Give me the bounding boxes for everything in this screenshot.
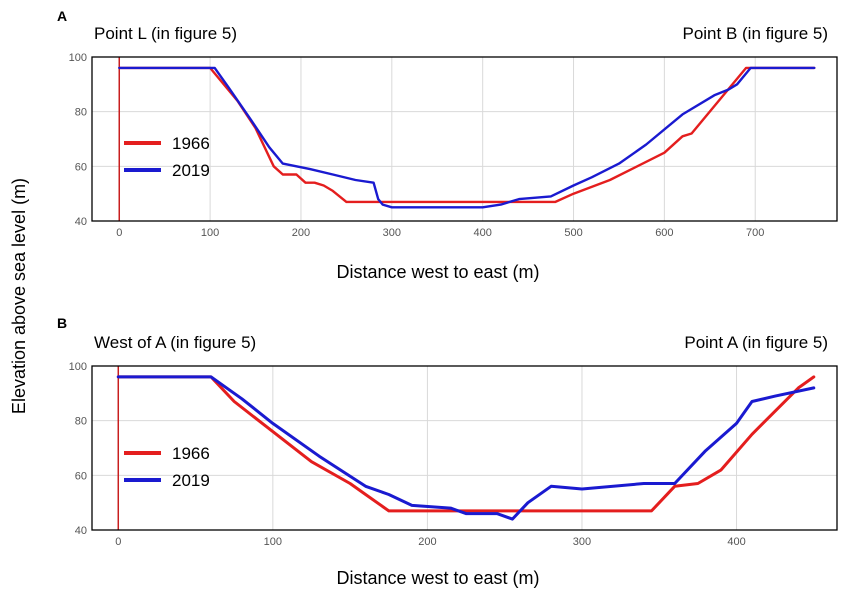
panel-b-letter: B: [57, 315, 67, 331]
panel-a-legend-label-1966: 1966: [172, 134, 210, 153]
panel-b-right-label: Point A (in figure 5): [684, 333, 828, 352]
panel-a-left-label: Point L (in figure 5): [94, 24, 237, 43]
shared-y-axis-label: Elevation above sea level (m): [9, 178, 29, 414]
panel-b-plot-frame: [91, 365, 838, 531]
panel-b-x-axis-title: Distance west to east (m): [336, 568, 539, 588]
panel-a-y-tick-label: 40: [75, 216, 87, 228]
panel-a-right-label: Point B (in figure 5): [682, 24, 828, 43]
panel-b-x-tick-label: 200: [418, 536, 436, 548]
panel-a-plot-frame: [91, 56, 838, 222]
panel-b-legend-label-2019: 2019: [172, 471, 210, 490]
panel-b-series-1966-line: [116, 375, 816, 513]
panel-b-x-tick-label: 400: [727, 536, 745, 548]
panel-a-plot-area: 0 100 200 300 400 500 600 700 40 60 80 100 1966 2019: [69, 52, 838, 239]
panel-b-x-tick-label: 100: [264, 536, 282, 548]
panel-a-x-tick-label: 600: [655, 227, 673, 239]
panel-b-y-tick-label: 60: [75, 470, 87, 482]
panel-a-x-tick-label: 400: [473, 227, 491, 239]
panel-a-x-tick-label: 300: [383, 227, 401, 239]
panel-a-x-tick-label: 500: [564, 227, 582, 239]
panel-a-legend-label-2019: 2019: [172, 161, 210, 180]
panel-b: B West of A (in figure 5) Point A (in fi…: [57, 315, 838, 588]
panel-a-letter: A: [57, 8, 67, 24]
panel-b-y-tick-label: 40: [75, 525, 87, 537]
panel-a-y-tick-label: 100: [69, 52, 87, 64]
panel-a-series-2019-line: [118, 66, 816, 209]
panel-b-legend-label-1966: 1966: [172, 444, 210, 463]
panel-b-plot-area: 0 100 200 300 400 40 60 80 100 1966 2019: [69, 361, 838, 548]
panel-a-x-tick-label: 700: [746, 227, 764, 239]
panel-b-x-tick-label: 300: [573, 536, 591, 548]
panel-a: A Point L (in figure 5) Point B (in figu…: [57, 8, 838, 282]
panel-a-y-tick-label: 80: [75, 107, 87, 119]
panel-a-series-1966-line: [118, 66, 816, 204]
panel-b-series-2019-line: [116, 375, 816, 521]
panel-a-x-tick-label: 100: [201, 227, 219, 239]
panel-a-x-axis-title: Distance west to east (m): [336, 262, 539, 282]
panel-b-x-tick-label: 0: [115, 536, 121, 548]
panel-a-y-tick-label: 60: [75, 161, 87, 173]
panel-a-x-tick-label: 0: [116, 227, 122, 239]
panel-b-y-tick-label: 100: [69, 361, 87, 373]
panel-b-left-label: West of A (in figure 5): [94, 333, 256, 352]
panel-b-y-tick-label: 80: [75, 416, 87, 428]
panel-a-x-tick-label: 200: [292, 227, 310, 239]
